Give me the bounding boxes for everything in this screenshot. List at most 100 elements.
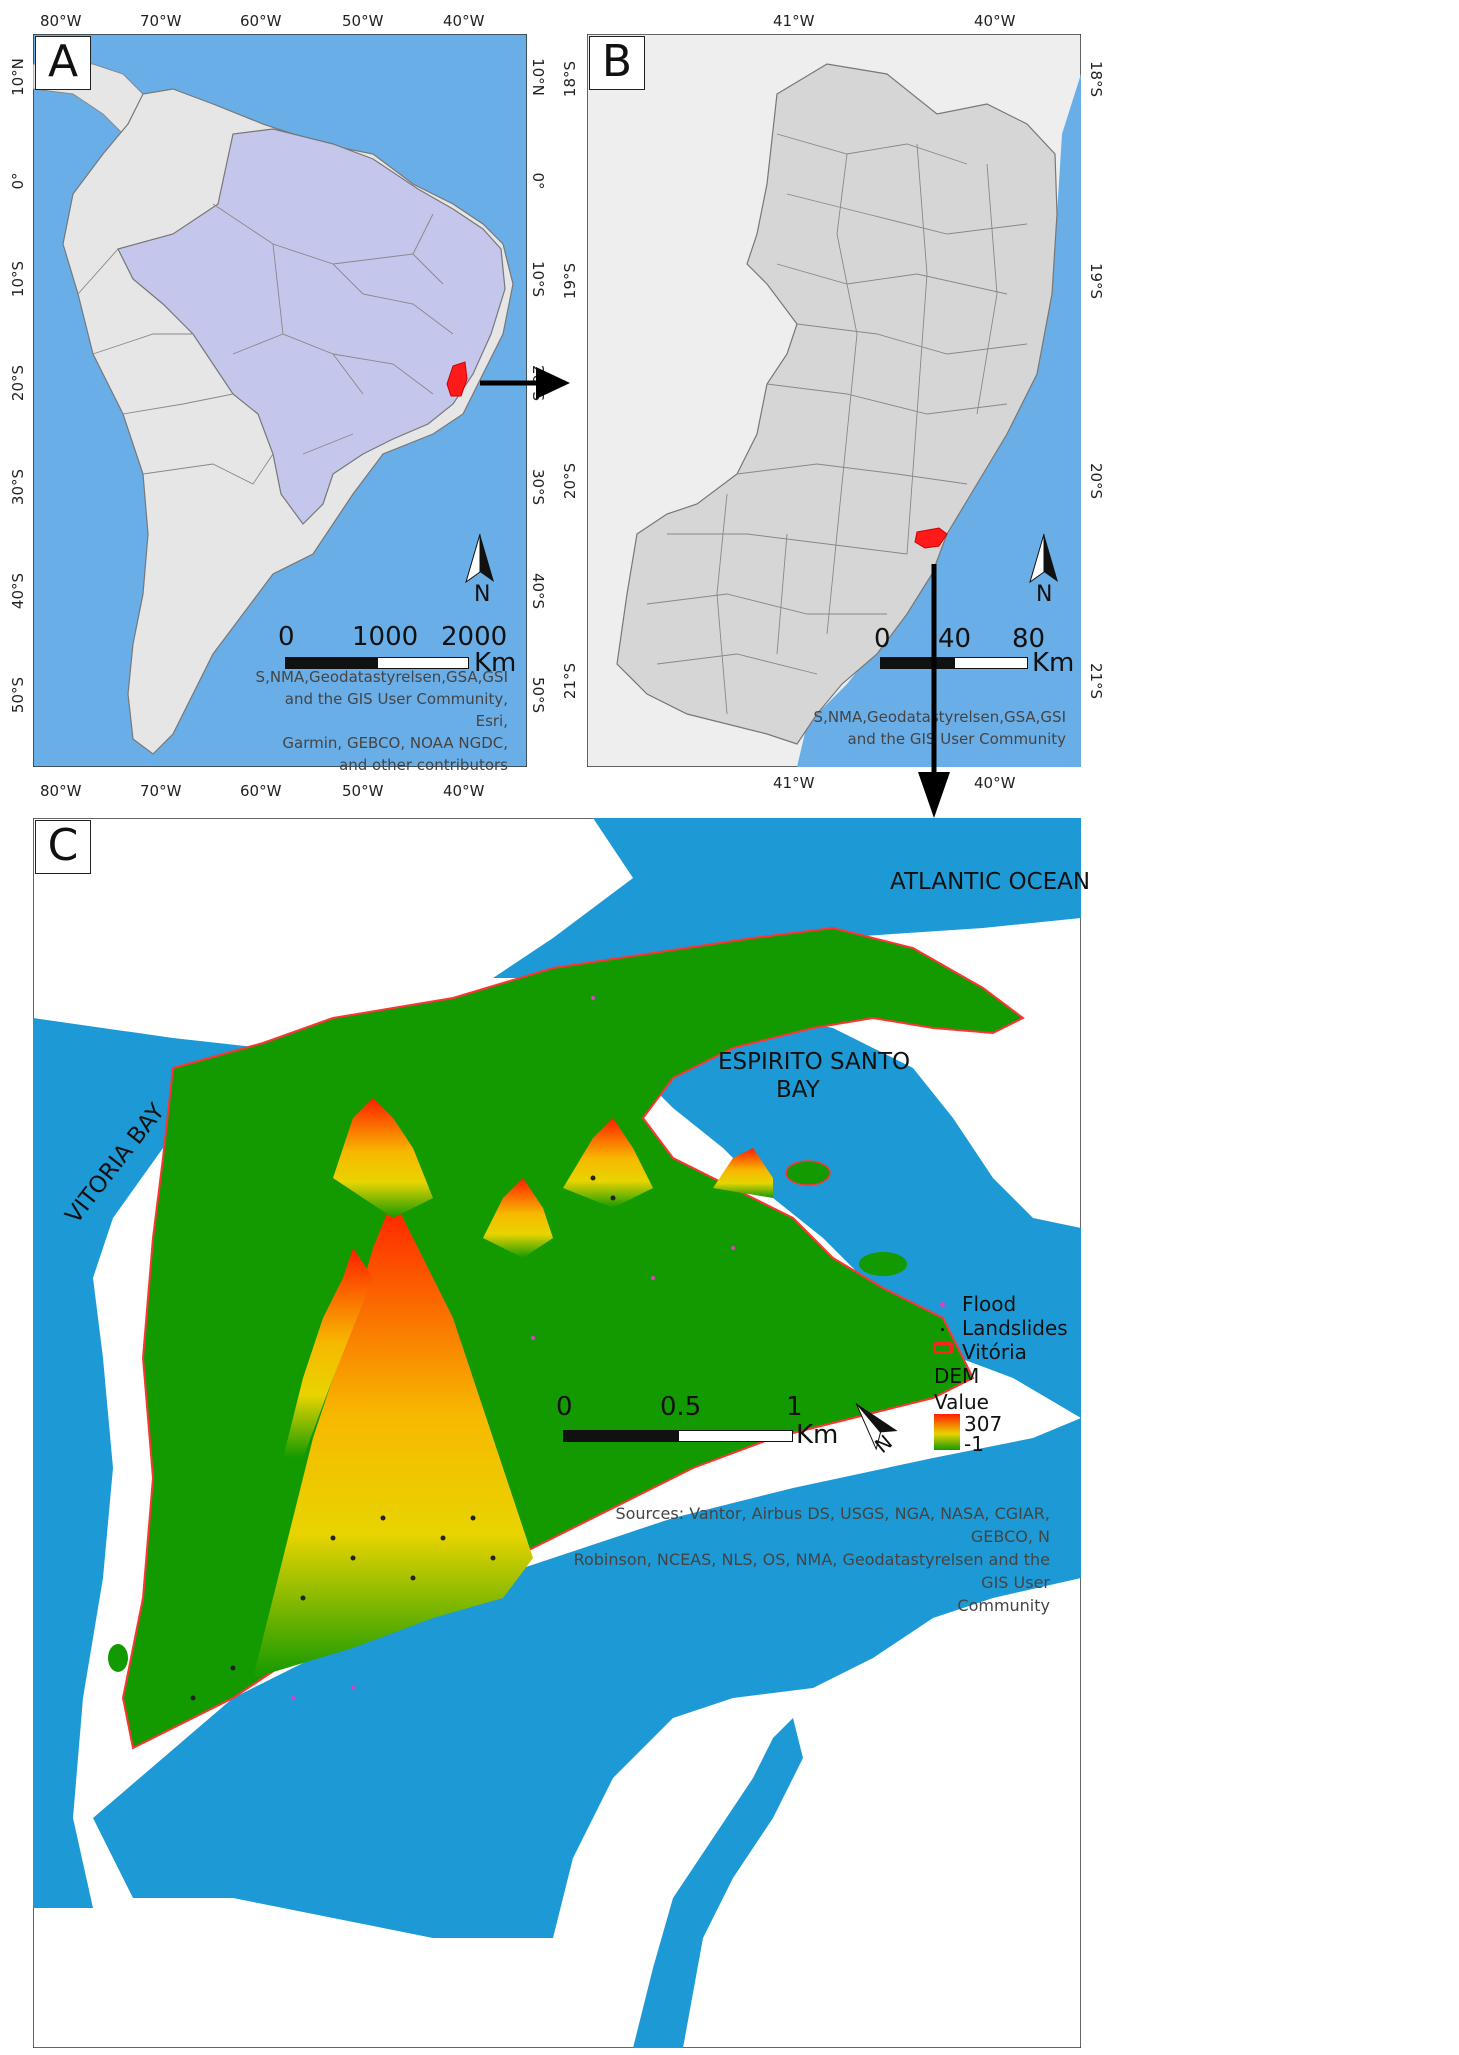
flood-points [291,996,735,1700]
dem-hill-east [563,1118,653,1208]
legend-dem-min: -1 [964,1432,984,1456]
legend-landslides: Landslides [962,1316,1068,1340]
legend-dem: DEM [934,1364,980,1388]
lat-tick: 20°S [1087,462,1105,500]
lon-tick: 50°W [342,12,384,30]
lon-tick: 60°W [240,782,282,800]
attribution-line: S,NMA,Geodatastyrelsen,GSA,GSI [813,708,1066,726]
lon-tick: 60°W [240,12,282,30]
scale-unit: Km [474,648,517,678]
scale-label: 0 [278,622,295,652]
lat-tick: 50°S [9,676,27,714]
lon-tick: 80°W [40,12,82,30]
lon-tick: 40°W [443,782,485,800]
scale-unit: Km [1032,648,1075,678]
lat-tick: 30°S [9,468,27,506]
islet [785,1160,831,1186]
scale-label: 40 [938,624,972,654]
lon-tick: 70°W [140,782,182,800]
river-channel [633,1718,803,2048]
attribution-line: Robinson, NCEAS, NLS, OS, NMA, Geodatast… [573,1550,1050,1592]
scale-label: 0.5 [660,1392,702,1422]
attribution: S,NMA,Geodatastyrelsen,GSA,GSI and the G… [250,666,508,776]
legend-dem-max: 307 [964,1412,1003,1436]
lon-tick: 40°W [974,12,1016,30]
scale-bar-white [377,657,469,669]
scale-label: 1000 [352,622,419,652]
north-arrow-icon [465,533,494,584]
water-south [93,1418,1081,1938]
municipal-borders [646,133,1028,715]
panel-a-letter: A [35,36,91,90]
espirito-santo-map [587,34,1081,767]
espirito-santo-highlight [446,361,468,397]
lon-tick: 40°W [443,12,485,30]
landslide-points [190,1175,616,1701]
lat-tick: 18°S [561,60,579,98]
islet [108,1644,128,1672]
brazil [117,128,506,525]
vitoria-symbol [933,1342,953,1354]
lon-tick: 41°W [773,774,815,792]
lat-tick: 21°S [1087,662,1105,700]
panel-b-letter: B [589,36,645,90]
dem-color-ramp [934,1414,960,1450]
panel-c-letter: C [35,820,91,874]
attribution-line: and the GIS User Community, Esri, [284,690,508,730]
country-borders [77,248,274,485]
vitoria-bay-water [33,1018,263,1908]
dem-mountain-west [283,1248,373,1458]
islet [859,1252,907,1276]
lat-tick: 10°S [529,260,547,298]
lat-tick: 21°S [561,662,579,700]
bay-label-line1: ESPIRITO SANTO [718,1049,911,1075]
lat-tick: 19°S [561,262,579,300]
attribution: S,NMA,Geodatastyrelsen,GSA,GSI and the G… [800,706,1066,750]
north-label: N [474,582,491,607]
legend-vitoria: Vitória [962,1340,1027,1364]
lon-tick: 50°W [342,782,384,800]
bay-label-line2: BAY [776,1077,820,1103]
lon-tick: 80°W [40,782,82,800]
lon-tick: 41°W [773,12,815,30]
state-borders [212,203,454,455]
lat-tick: 10°N [9,58,27,96]
lat-tick: 19°S [1087,262,1105,300]
lon-tick: 40°W [974,774,1016,792]
lat-tick: 40°S [529,572,547,610]
lat-tick: 10°S [9,260,27,298]
lat-tick: 18°S [1087,60,1105,98]
scale-bar-black [563,1430,678,1442]
lat-tick: 30°S [529,468,547,506]
attribution: Sources: Vantor, Airbus DS, USGS, NGA, N… [560,1502,1050,1617]
legend-value: Value [934,1390,989,1414]
attribution-line: and other contributors [339,756,508,774]
lat-tick: 50°S [529,676,547,714]
scale-bar-white [954,657,1028,669]
flood-symbol [940,1302,945,1307]
arrow-b-to-c-icon [918,564,950,818]
legend-flood: Flood [962,1292,1017,1316]
north-arrow-icon [855,1402,898,1451]
attribution-line: Garmin, GEBCO, NOAA NGDC, [282,734,508,752]
dem-mountain-main [253,1198,533,1678]
attribution-line: Community [957,1596,1050,1615]
lat-tick: 10°N [529,58,547,96]
north-arrow-icon [1029,533,1058,584]
south-america-map [33,34,527,767]
dem-hill [483,1178,553,1258]
attribution-line: S,NMA,Geodatastyrelsen,GSA,GSI [255,668,508,686]
attribution-line: and the GIS User Community [847,730,1066,748]
scale-unit: Km [796,1420,839,1450]
scale-label: 0 [556,1392,573,1422]
espirito-santo-bay-water [633,1008,1081,1418]
ocean [797,74,1081,767]
scale-label: 2000 [441,622,508,652]
dem-hill [713,1148,773,1198]
attribution-line: Sources: Vantor, Airbus DS, USGS, NGA, N… [615,1504,1050,1546]
dem-mountain-north [333,1098,433,1218]
vitoria-highlight [914,527,948,549]
landslide-symbol [941,1328,944,1331]
scale-bar-white [678,1430,793,1442]
scale-label: 0 [874,624,891,654]
